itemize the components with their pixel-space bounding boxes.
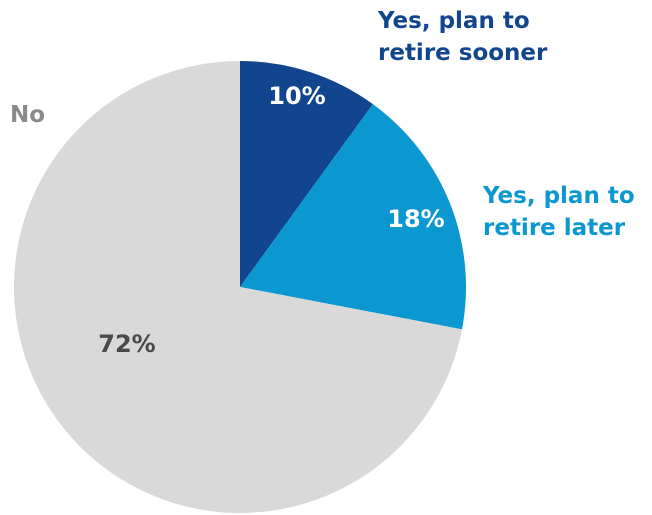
slice-category-label-0: Yes, plan to retire sooner (377, 8, 548, 66)
slice-category-label-1: Yes, plan to retire later (482, 183, 635, 241)
slice-value-label-0: 10% (268, 82, 325, 110)
slice-category-label-line: Yes, plan to (377, 8, 530, 34)
slice-category-label-line: Yes, plan to (482, 183, 635, 209)
slice-category-label-line: retire later (483, 215, 626, 241)
pie-slice-2 (14, 61, 462, 514)
pie-slice-1 (240, 104, 466, 330)
pie-slice-0 (240, 61, 373, 287)
slice-category-label-line: No (10, 102, 45, 128)
slice-value-label-2: 72% (98, 330, 155, 358)
slice-category-label-line: retire sooner (378, 40, 548, 66)
slice-value-label-1: 18% (387, 205, 444, 233)
slice-category-label-2: No (10, 102, 45, 128)
